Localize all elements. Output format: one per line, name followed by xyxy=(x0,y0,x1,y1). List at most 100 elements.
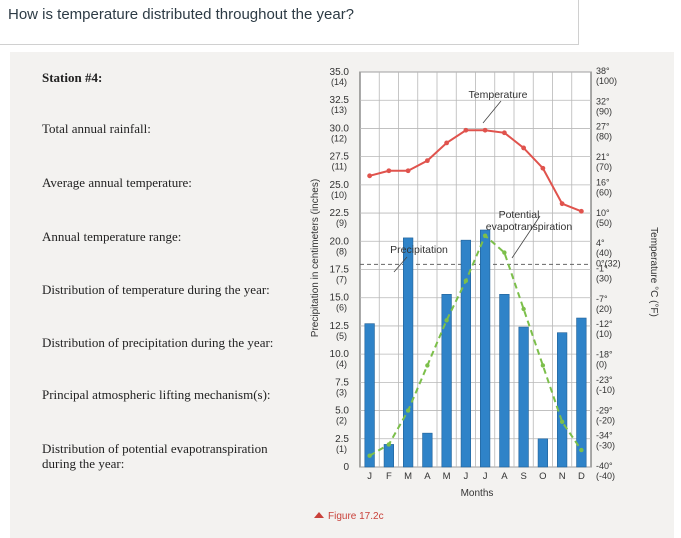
left-tick-label: 32.5 xyxy=(330,95,350,106)
month-label: O xyxy=(539,471,546,482)
precipitation-bar xyxy=(537,438,548,468)
right-tick-sublabel: (50) xyxy=(596,218,612,228)
right-tick-label: -23° xyxy=(596,375,613,385)
temperature-point xyxy=(501,130,507,136)
month-label: J xyxy=(483,471,488,482)
left-tick-label: 35.0 xyxy=(330,67,350,78)
right-tick-label: 0°(32) xyxy=(596,258,621,268)
month-label: D xyxy=(578,471,585,482)
annotation-evapotranspiration: evapotranspiration xyxy=(486,221,573,233)
evapotranspiration-point xyxy=(540,363,546,368)
left-tick-sublabel: (4) xyxy=(336,359,347,369)
temperature-point xyxy=(578,208,584,214)
figure-caption: Figure 17.2c xyxy=(328,511,384,522)
left-tick-label: 0 xyxy=(343,462,349,473)
precipitation-bar xyxy=(460,239,471,468)
left-tick-label: 25.0 xyxy=(330,180,350,191)
label-station: Station #4: xyxy=(42,70,103,85)
left-tick-sublabel: (1) xyxy=(336,444,347,454)
right-tick-label: -18° xyxy=(596,350,613,360)
temperature-line xyxy=(369,129,582,213)
left-tick-label: 2.5 xyxy=(335,434,349,445)
left-tick-sublabel: (6) xyxy=(336,303,347,313)
annotation-temperature: Temperature xyxy=(469,89,528,101)
evapotranspiration-leader-line xyxy=(511,215,541,259)
right-tick-label: -29° xyxy=(596,405,613,415)
precipitation-bar xyxy=(480,229,491,468)
month-label: J xyxy=(367,471,372,482)
right-tick-sublabel: (-10) xyxy=(596,385,615,395)
evapotranspiration-point xyxy=(482,233,488,238)
evapotranspiration-line xyxy=(369,233,583,457)
precipitation-bar xyxy=(441,294,452,468)
temperature-point xyxy=(559,201,565,207)
left-tick-sublabel: (13) xyxy=(331,105,347,115)
right-tick-label: -40° xyxy=(596,461,613,471)
right-tick-sublabel: (0) xyxy=(596,360,607,370)
left-tick-sublabel: (12) xyxy=(331,133,347,143)
temperature-point xyxy=(482,127,488,133)
right-tick-label: 4° xyxy=(596,238,605,248)
label-evapotranspiration-distribution-2: during the year: xyxy=(42,456,125,471)
right-tick-sublabel: (80) xyxy=(596,132,612,142)
left-tick-sublabel: (5) xyxy=(336,331,347,341)
left-tick-label: 7.5 xyxy=(335,377,349,388)
month-label: M xyxy=(404,471,412,482)
right-tick-sublabel: (-20) xyxy=(596,415,615,425)
right-tick-label: -34° xyxy=(596,431,613,441)
precipitation-bar xyxy=(518,326,529,468)
chart-lines xyxy=(367,100,584,458)
temperature-point xyxy=(424,158,430,164)
precipitation-bar xyxy=(557,332,568,468)
right-axis-ticks: 38°(100)32°(90)27°(80)21°(70)16°(60)10°(… xyxy=(596,66,621,481)
label-precipitation-distribution: Distribution of precipitation during the… xyxy=(42,335,274,350)
right-tick-sublabel: (70) xyxy=(596,162,612,172)
right-tick-label: -1° xyxy=(596,264,608,274)
month-label: J xyxy=(464,471,469,482)
temperature-point xyxy=(521,145,527,151)
right-tick-sublabel: (-30) xyxy=(596,441,615,451)
left-axis-ticks: 35.0(14) 32.5(13) 30.0(12) 27.5(11) 25.0(10)… xyxy=(330,67,350,473)
left-tick-sublabel: (11) xyxy=(332,162,347,172)
right-tick-sublabel: (90) xyxy=(596,106,612,116)
temperature-point xyxy=(405,168,411,174)
left-tick-label: 5.0 xyxy=(335,406,349,417)
precipitation-bar xyxy=(499,294,510,468)
month-label: A xyxy=(501,471,508,482)
right-tick-label: 10° xyxy=(596,208,610,218)
precipitation-bar xyxy=(403,237,414,468)
temperature-point xyxy=(444,140,450,146)
annotation-precipitation: Precipitation xyxy=(390,244,448,256)
left-tick-label: 22.5 xyxy=(330,208,350,219)
evapotranspiration-point xyxy=(502,250,507,255)
left-tick-sublabel: (7) xyxy=(336,275,347,285)
left-axis-label: Precipitation in centimeters (inches) xyxy=(310,179,321,337)
evapotranspiration-point xyxy=(367,453,372,458)
month-label: F xyxy=(386,471,392,482)
question-frame xyxy=(0,0,579,45)
evapotranspiration-point xyxy=(463,278,469,283)
temperature-leader-line xyxy=(482,100,502,124)
left-tick-label: 12.5 xyxy=(330,321,350,332)
evapotranspiration-point xyxy=(521,306,526,312)
precipitation-bar xyxy=(422,432,433,468)
precipitation-leader-line xyxy=(393,256,408,273)
left-tick-sublabel: (14) xyxy=(331,77,347,87)
right-tick-label: -7° xyxy=(596,294,608,304)
label-temperature-distribution: Distribution of temperature during the y… xyxy=(42,282,270,297)
left-tick-label: 15.0 xyxy=(330,293,350,304)
precipitation-bar xyxy=(364,323,375,468)
left-tick-sublabel: (8) xyxy=(336,246,347,256)
month-label: M xyxy=(443,471,451,482)
left-tick-sublabel: (2) xyxy=(336,416,347,426)
left-tick-label: 27.5 xyxy=(330,152,350,163)
temperature-point xyxy=(386,168,392,174)
right-tick-label: 38° xyxy=(596,66,610,76)
left-tick-label: 30.0 xyxy=(330,123,350,134)
month-label: A xyxy=(424,471,431,482)
right-tick-label: 16° xyxy=(596,177,610,187)
right-tick-sublabel: (40) xyxy=(596,248,612,258)
right-tick-label: 32° xyxy=(596,96,610,106)
